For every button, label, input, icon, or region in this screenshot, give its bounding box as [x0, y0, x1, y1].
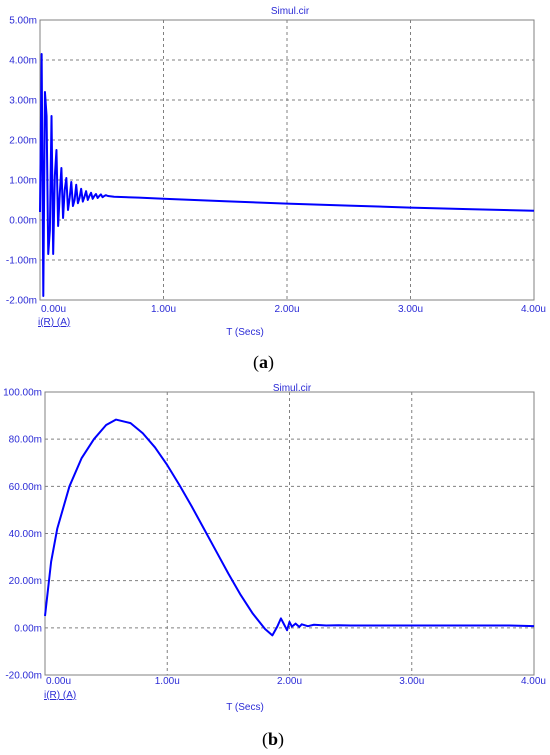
- x-axis-label: T (Secs): [226, 702, 264, 713]
- y-tick-label: 0.00m: [9, 216, 37, 227]
- y-tick-label: -1.00m: [6, 256, 37, 267]
- trace-label[interactable]: i(R) (A): [44, 690, 76, 701]
- x-tick-label: 0.00u: [46, 676, 71, 687]
- x-tick-label: 4.00u: [521, 304, 546, 315]
- panel-caption-b: (b): [262, 729, 284, 750]
- y-tick-label: 4.00m: [9, 56, 37, 67]
- x-tick-label: 1.00u: [155, 676, 180, 687]
- y-tick-label: 20.00m: [9, 576, 42, 587]
- x-tick-label: 0.00u: [41, 304, 66, 315]
- y-tick-label: 60.00m: [9, 482, 42, 493]
- y-axis-ticks: 5.00m 4.00m 3.00m 2.00m 1.00m 0.00m -1.00m -2.0…: [6, 16, 37, 307]
- x-axis-ticks: 0.00u 1.00u 2.00u 3.00u 4.00u: [46, 676, 546, 687]
- y-tick-label: -2.00m: [6, 296, 37, 307]
- grid: [40, 20, 534, 300]
- y-tick-label: 100.00m: [3, 388, 42, 399]
- panel-letter: a: [259, 352, 268, 372]
- x-tick-label: 3.00u: [399, 676, 424, 687]
- y-tick-label: 5.00m: [9, 16, 37, 27]
- series-group: [39, 53, 535, 297]
- x-tick-label: 3.00u: [398, 304, 423, 315]
- y-tick-label: 3.00m: [9, 96, 37, 107]
- x-axis-ticks: 0.00u 1.00u 2.00u 3.00u 4.00u: [41, 304, 546, 315]
- x-tick-label: 1.00u: [151, 304, 176, 315]
- y-tick-label: 40.00m: [9, 529, 42, 540]
- x-tick-label: 2.00u: [277, 676, 302, 687]
- chart-panel-a: Simul.cir 5.00m 4.00m 3.00m 2.00m 1.00m 0.00m…: [6, 6, 546, 373]
- trace-label[interactable]: i(R) (A): [38, 317, 70, 328]
- x-axis-label: T (Secs): [226, 327, 264, 338]
- x-tick-label: 4.00u: [521, 676, 546, 687]
- y-tick-label: 0.00m: [14, 623, 42, 634]
- chart-title: Simul.cir: [271, 6, 310, 17]
- series-line: [44, 418, 535, 637]
- panel-caption-a: (a): [253, 352, 274, 373]
- y-tick-label: -20.00m: [5, 671, 42, 682]
- panel-letter: b: [268, 729, 278, 749]
- chart-title: Simul.cir: [273, 383, 312, 394]
- series-line: [39, 53, 535, 297]
- plot-frame: [44, 391, 535, 676]
- y-tick-label: 2.00m: [9, 136, 37, 147]
- y-tick-label: 1.00m: [9, 176, 37, 187]
- chart-panel-b: Simul.cir 100.00m 80.00m 60.00m 40.00m 20.00…: [3, 383, 546, 750]
- y-axis-ticks: 100.00m 80.00m 60.00m 40.00m 20.00m 0.00m -20.…: [3, 388, 42, 682]
- x-tick-label: 2.00u: [274, 304, 299, 315]
- series-group: [44, 418, 535, 637]
- grid: [45, 392, 534, 675]
- y-tick-label: 80.00m: [9, 435, 42, 446]
